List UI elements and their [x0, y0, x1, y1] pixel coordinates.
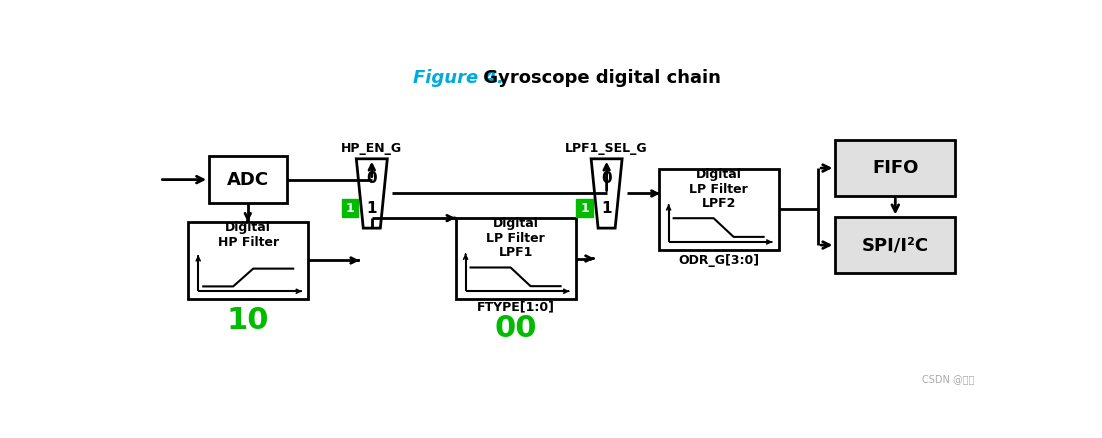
Text: 1: 1	[602, 201, 612, 216]
Text: Digital: Digital	[695, 168, 742, 181]
Text: Gyroscope digital chain: Gyroscope digital chain	[477, 69, 721, 87]
Text: 1: 1	[580, 201, 588, 215]
Text: 1: 1	[345, 201, 354, 215]
Text: ODR_G[3:0]: ODR_G[3:0]	[678, 254, 759, 267]
Bar	[342, 199, 358, 217]
Text: SPI/I²C: SPI/I²C	[862, 236, 929, 254]
Bar	[455, 218, 575, 299]
Text: LPF2: LPF2	[702, 197, 736, 210]
Text: HP Filter: HP Filter	[217, 236, 279, 249]
Polygon shape	[591, 159, 623, 228]
Text: LP Filter: LP Filter	[486, 233, 544, 245]
Bar	[209, 156, 287, 204]
Text: LP Filter: LP Filter	[689, 183, 748, 196]
Text: LPF1: LPF1	[498, 246, 532, 259]
Bar	[659, 169, 779, 250]
Bar	[576, 199, 593, 217]
Text: CSDN @记帖: CSDN @记帖	[922, 374, 975, 384]
Text: 10: 10	[227, 306, 269, 335]
Bar	[188, 222, 309, 299]
Text: 00: 00	[495, 314, 537, 343]
Text: Digital: Digital	[225, 221, 271, 234]
Text: ADC: ADC	[227, 171, 269, 189]
Polygon shape	[356, 159, 387, 228]
Bar	[835, 140, 955, 196]
Text: 0: 0	[602, 171, 612, 186]
Text: Figure 4.: Figure 4.	[413, 69, 504, 87]
Text: 0: 0	[367, 171, 377, 186]
Bar	[835, 217, 955, 273]
Text: HP_EN_G: HP_EN_G	[342, 141, 402, 155]
Text: LPF1_SEL_G: LPF1_SEL_G	[565, 141, 648, 155]
Text: 1: 1	[367, 201, 377, 216]
Text: FIFO: FIFO	[872, 159, 918, 177]
Text: FTYPE[1:0]: FTYPE[1:0]	[476, 300, 554, 313]
Text: Digital: Digital	[493, 217, 539, 230]
